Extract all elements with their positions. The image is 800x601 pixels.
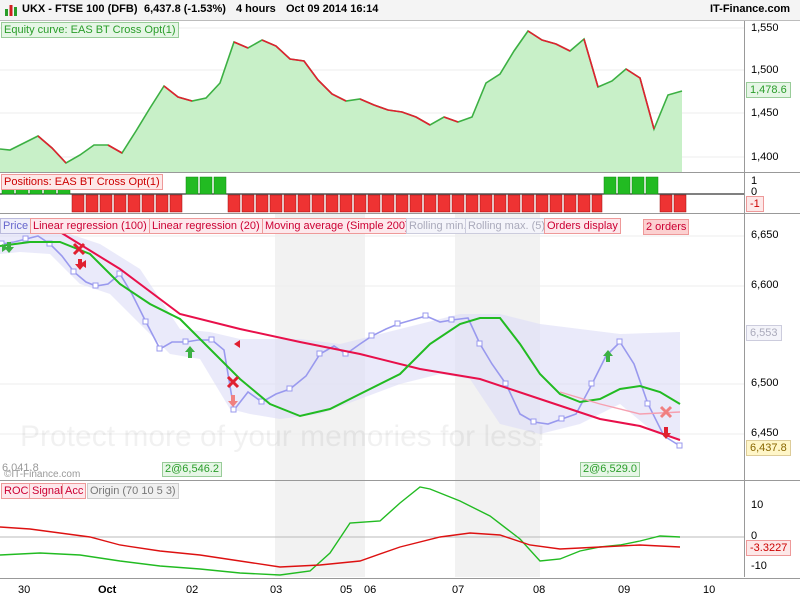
positions-last-value: -1 xyxy=(746,196,764,212)
time-tick: 07 xyxy=(452,584,465,596)
time-tick: 10 xyxy=(703,584,716,596)
equity-tick: 1,450 xyxy=(751,107,779,119)
legend-acc[interactable]: Acc xyxy=(62,483,87,499)
time-axis: 30 Oct 02 03 05 06 07 08 09 10 xyxy=(0,578,800,601)
linear-regression-100 xyxy=(0,218,681,441)
order-marker-icon xyxy=(80,260,86,268)
legend-origin[interactable]: Origin (70 10 5 3) xyxy=(87,483,179,499)
left-value-label: 6,041.8 xyxy=(2,462,39,474)
price-tick: 6,500 xyxy=(751,377,779,389)
time-tick: 08 xyxy=(533,584,546,596)
positions-chart xyxy=(0,176,744,213)
sell-arrow-icon xyxy=(75,259,85,270)
datetime: Oct 09 2014 16:14 xyxy=(286,3,379,15)
price-markers xyxy=(0,235,683,449)
buy-arrow-icon xyxy=(185,346,195,358)
positions-tick: 0 xyxy=(751,186,758,198)
equity-area xyxy=(0,31,682,172)
price-panel: Protect more of your memories for less! … xyxy=(0,214,744,481)
positions-tick: 1 xyxy=(751,175,758,187)
linear-regression-20 xyxy=(0,241,681,418)
legend-ma200[interactable]: Moving average (Simple 200) xyxy=(262,218,412,234)
price-chart: Protect more of your memories for less! xyxy=(0,214,744,480)
time-tick: 03 xyxy=(270,584,283,596)
symbol-name: UKX - FTSE 100 (DFB) xyxy=(22,3,138,15)
time-tick: 02 xyxy=(186,584,199,596)
price-line xyxy=(1,235,681,447)
equity-title[interactable]: Equity curve: EAS BT Cross Opt(1) xyxy=(1,22,179,38)
price-change: 6,437.8 (-1.53%) xyxy=(144,3,226,15)
order-label: 2@6,529.0 xyxy=(580,462,640,477)
equity-panel: Equity curve: EAS BT Cross Opt(1) xyxy=(0,21,744,173)
price-max-flag: 6,553 xyxy=(746,325,782,341)
timeframe[interactable]: 4 hours xyxy=(236,3,276,15)
sell-arrow-icon xyxy=(228,395,238,407)
sell-cross-icon xyxy=(226,375,240,389)
price-tick: 6,650 xyxy=(751,229,779,241)
order-marker-icon xyxy=(234,340,240,348)
roc-panel: ROC Signal Acc Origin (70 10 5 3) xyxy=(0,481,744,577)
equity-chart xyxy=(0,27,744,172)
chart-header: UKX - FTSE 100 (DFB) 6,437.8 (-1.53%) 4 … xyxy=(0,0,800,21)
brand[interactable]: IT-Finance.com xyxy=(710,3,791,15)
price-tick: 6,450 xyxy=(751,427,779,439)
equity-tick: 1,500 xyxy=(751,64,779,76)
price-tick: 6,600 xyxy=(751,279,779,291)
legend-rolling-max[interactable]: Rolling max. (5) xyxy=(465,218,549,234)
legend-orders[interactable]: Orders display xyxy=(544,218,621,234)
time-tick: 30 xyxy=(18,584,31,596)
legend-lr100[interactable]: Linear regression (100) xyxy=(30,218,150,234)
legend-signal[interactable]: Signal xyxy=(29,483,66,499)
moving-average-200 xyxy=(559,391,681,415)
rolling-band xyxy=(0,232,680,439)
sell-cross-icon xyxy=(72,242,86,256)
roc-tick: -10 xyxy=(751,560,767,572)
price-last-flag: 6,437.8 xyxy=(746,440,791,456)
short-position-bars xyxy=(71,194,687,213)
time-tick: 09 xyxy=(618,584,631,596)
buy-arrow-icon xyxy=(4,242,14,253)
equity-tick: 1,400 xyxy=(751,151,779,163)
positions-title[interactable]: Positions: EAS BT Cross Opt(1) xyxy=(1,174,163,190)
roc-tick: 10 xyxy=(751,499,764,511)
positions-axis: 1 0 xyxy=(744,173,800,214)
time-tick: Oct xyxy=(98,584,117,596)
signal-line xyxy=(0,526,681,568)
orders-badge[interactable]: 2 orders xyxy=(643,219,690,235)
sell-cross-icon xyxy=(659,405,673,419)
chart-icon[interactable] xyxy=(4,3,18,17)
roc-axis: 10 0 -10 xyxy=(744,481,800,577)
roc-tick: 0 xyxy=(751,530,758,542)
sell-arrow-icon xyxy=(661,427,671,439)
positions-panel: Positions: EAS BT Cross Opt(1) xyxy=(0,173,744,214)
buy-arrow-icon xyxy=(603,350,613,362)
copyright: ©IT-Finance.com xyxy=(4,469,81,480)
time-tick: 06 xyxy=(364,584,377,596)
price-axis: 6,650 6,600 6,500 6,450 xyxy=(744,214,800,481)
legend-roc[interactable]: ROC xyxy=(1,483,32,499)
equity-last-value: 1,478.6 xyxy=(746,82,791,98)
order-marker-icon xyxy=(2,244,8,252)
legend-lr20[interactable]: Linear regression (20) xyxy=(149,218,263,234)
order-label: 2@6,546.2 xyxy=(162,462,222,477)
roc-last-value: -3.3227 xyxy=(746,540,792,556)
equity-down-segments xyxy=(37,30,655,164)
roc-chart xyxy=(0,481,744,577)
time-tick: 05 xyxy=(340,584,353,596)
equity-tick: 1,550 xyxy=(751,22,779,34)
legend-price[interactable]: Price xyxy=(0,218,32,234)
watermark: Protect more of your memories for less! xyxy=(20,420,545,453)
